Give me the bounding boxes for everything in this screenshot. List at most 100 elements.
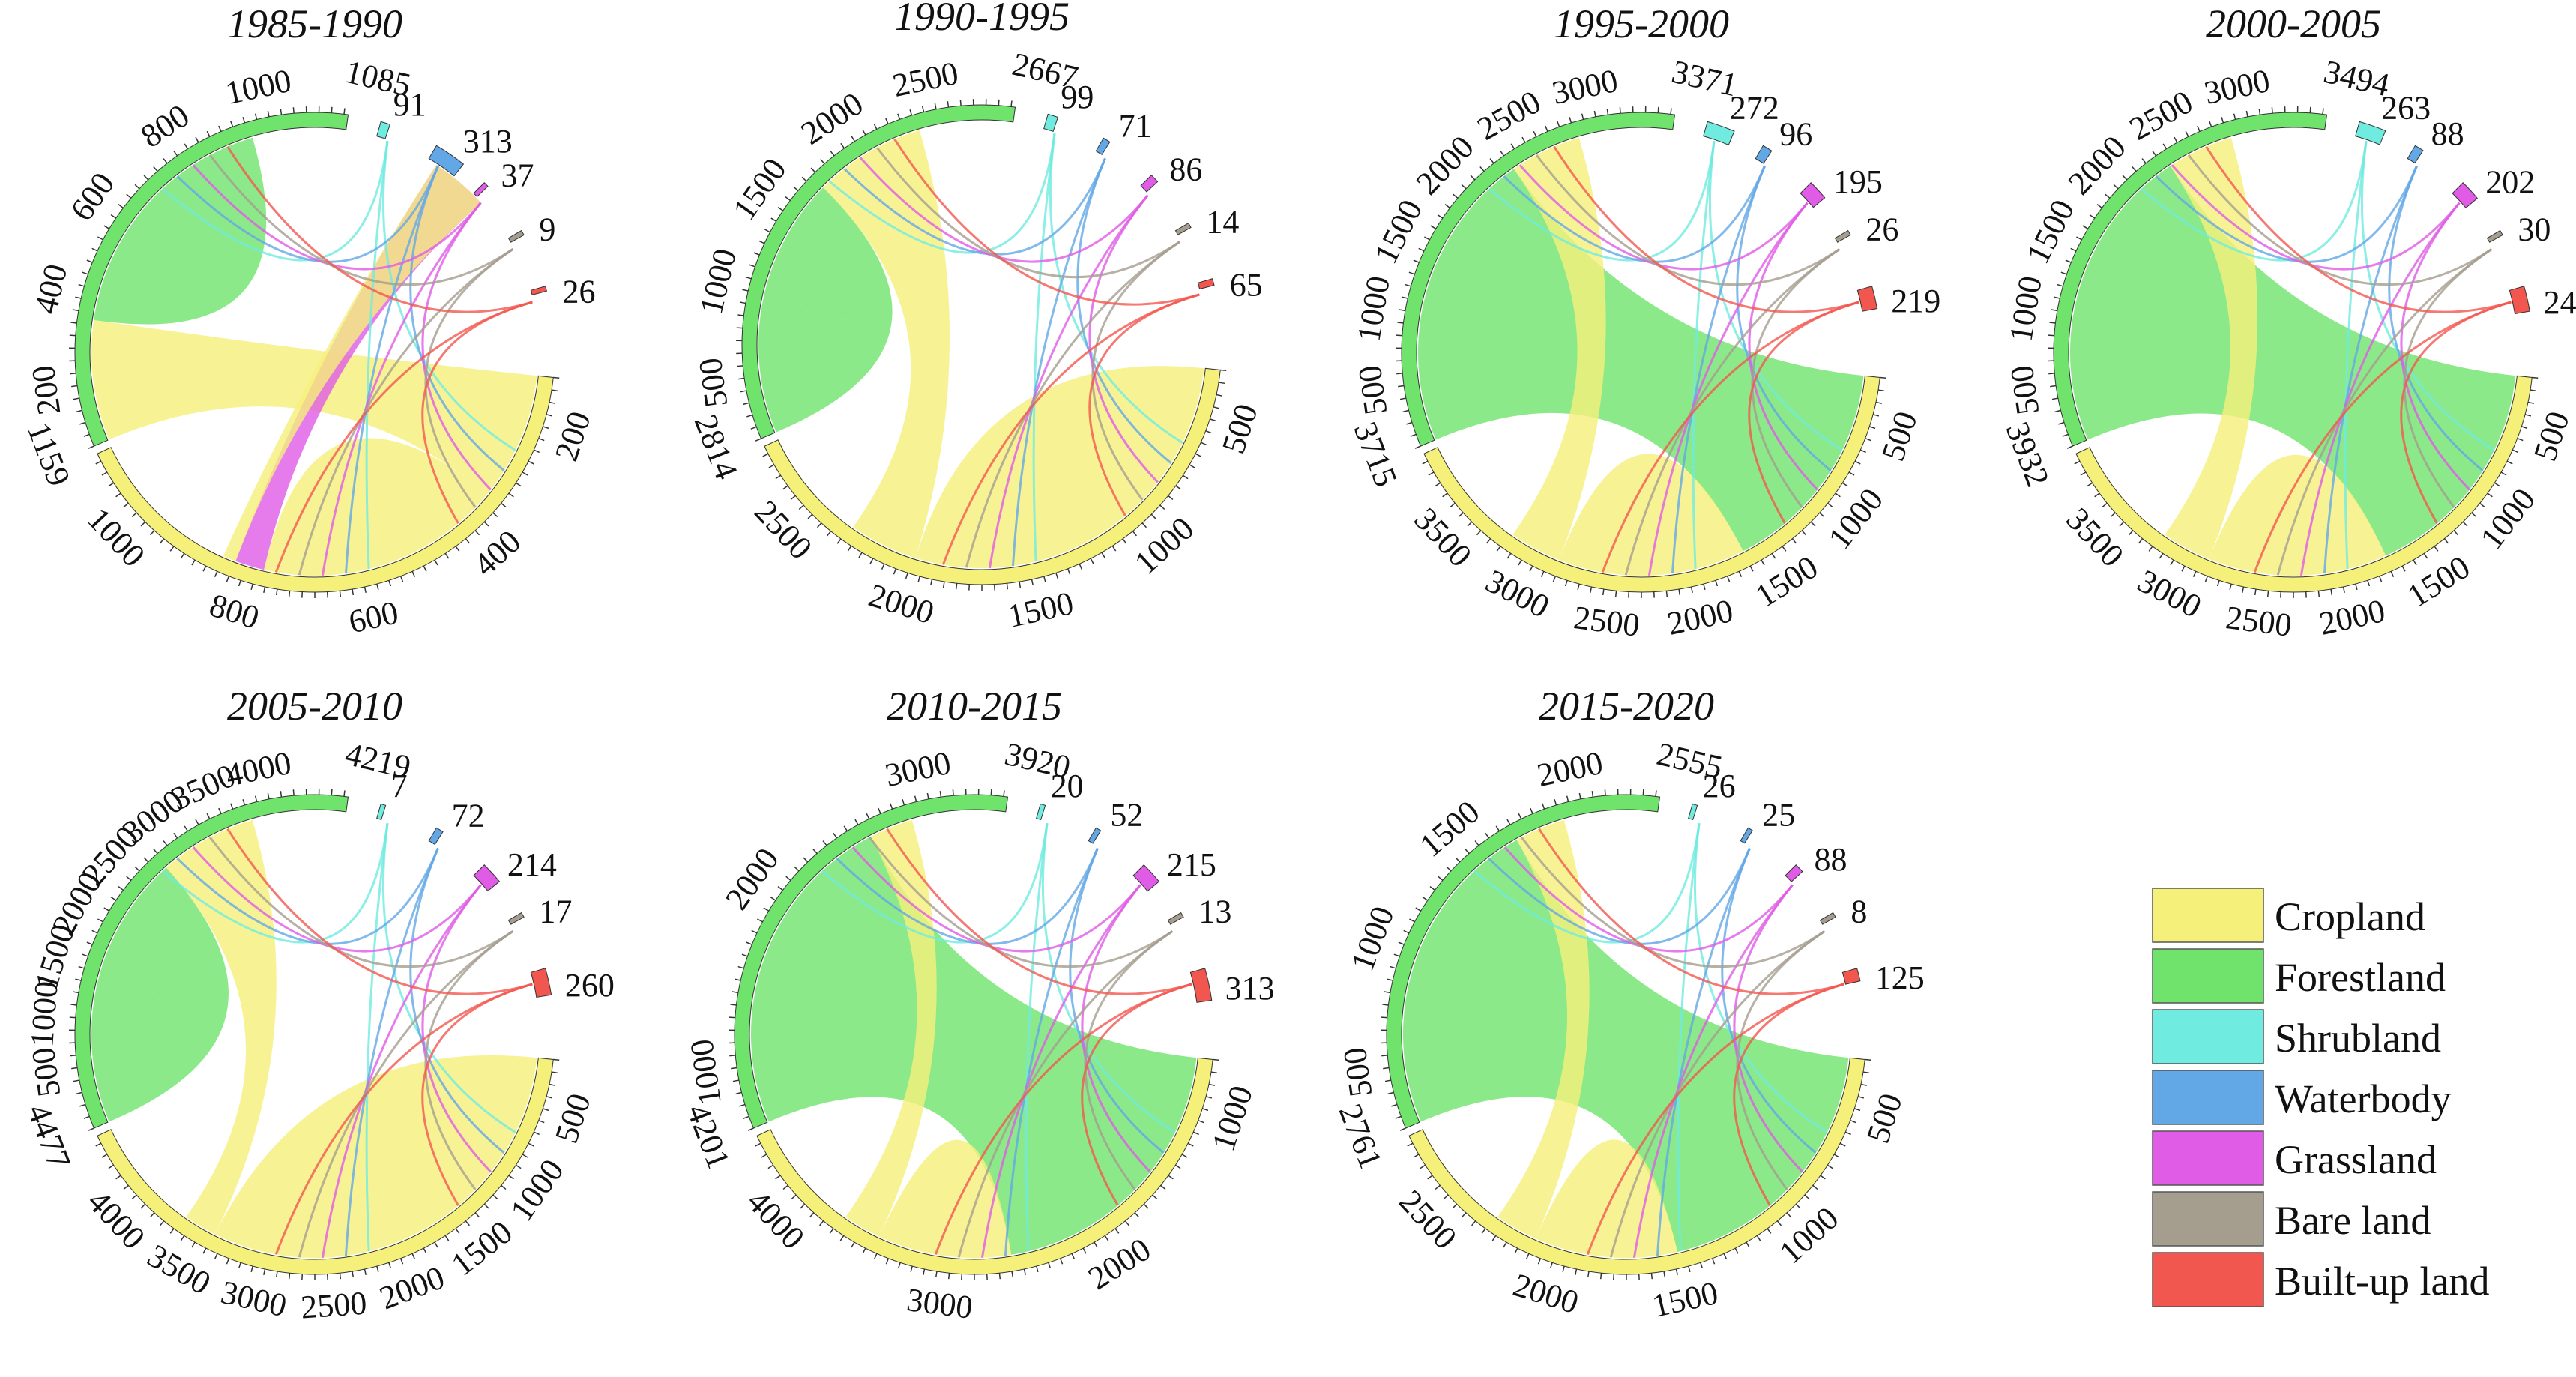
tick-mark xyxy=(732,1079,740,1082)
tick-mark xyxy=(76,409,82,413)
tick-mark xyxy=(1749,565,1754,572)
ribbon xyxy=(91,867,229,1122)
flow-line xyxy=(2323,165,2418,574)
flow-line xyxy=(1694,823,1828,1133)
tick-mark xyxy=(2487,492,2493,498)
tick-mark xyxy=(2128,530,2134,536)
tick-mark xyxy=(2500,471,2507,476)
tick-mark xyxy=(140,1203,146,1209)
tick-mark xyxy=(549,1083,555,1086)
tick-mark xyxy=(103,907,110,912)
panel-title: 1990-1995 xyxy=(894,0,1070,39)
flow-line xyxy=(298,930,514,1258)
forest-tick-label: 1000 xyxy=(23,980,64,1048)
legend-label: Forestland xyxy=(2275,955,2446,1000)
tick-mark xyxy=(1486,538,1491,544)
tick-mark xyxy=(1665,591,1668,597)
tick-mark xyxy=(288,1273,291,1280)
tick-mark xyxy=(1581,113,1584,120)
flow-line xyxy=(1032,133,1056,562)
tick-mark xyxy=(1055,573,1059,579)
panel-title: 2005-2010 xyxy=(227,684,402,729)
tick-mark xyxy=(1819,512,1825,518)
tick-mark xyxy=(352,1271,355,1278)
flow-line xyxy=(836,847,1099,945)
flow-line xyxy=(886,828,1192,995)
forest-tick-label: 500 xyxy=(1336,1045,1380,1099)
tick-mark xyxy=(95,460,102,465)
flow-line xyxy=(1751,248,1841,508)
tick-mark xyxy=(2066,445,2073,449)
tick-mark xyxy=(2479,502,2485,507)
tick-mark xyxy=(160,1220,165,1226)
tick-mark xyxy=(2174,136,2178,143)
ribbons xyxy=(91,137,537,576)
tick-mark xyxy=(1111,545,1117,552)
tick-mark xyxy=(1182,474,1189,480)
tick-mark xyxy=(1187,1142,1194,1147)
tick-mark xyxy=(376,1265,379,1273)
tick-mark xyxy=(1205,1096,1213,1099)
tick-mark xyxy=(522,471,528,476)
tick-mark xyxy=(742,289,749,292)
legend-label: Built-up land xyxy=(2275,1259,2489,1304)
tick-mark xyxy=(1450,502,1456,507)
tick-mark xyxy=(1500,150,1505,157)
flow-line xyxy=(2400,202,2470,491)
tick-mark xyxy=(1537,1258,1542,1265)
tick-mark xyxy=(2197,125,2201,132)
tick-mark xyxy=(118,204,124,209)
tick-mark xyxy=(528,1142,534,1147)
tick-mark xyxy=(2443,538,2449,544)
tick-mark xyxy=(866,813,870,819)
tick-mark xyxy=(990,789,992,795)
tick-mark xyxy=(1848,471,1855,476)
tick-mark xyxy=(1545,125,1548,132)
tick-mark xyxy=(1193,1131,1199,1136)
tick-mark xyxy=(191,1241,196,1248)
tick-mark xyxy=(250,583,253,591)
flow-line xyxy=(868,836,1174,968)
tick-mark xyxy=(1839,1142,1846,1147)
tick-mark xyxy=(1850,1119,1856,1124)
tick-mark xyxy=(750,426,757,430)
tick-mark xyxy=(508,492,514,498)
tick-mark xyxy=(70,322,77,324)
tick-mark xyxy=(998,1273,1001,1280)
tick-mark xyxy=(812,848,818,854)
tick-mark xyxy=(2113,184,2119,190)
tick-mark xyxy=(2462,521,2468,527)
tick-mark xyxy=(739,1103,746,1107)
tick-mark xyxy=(515,482,522,487)
class-total: 96 xyxy=(1779,115,1812,152)
tick-mark xyxy=(115,492,121,498)
tick-mark xyxy=(1420,1164,1426,1169)
tick-mark xyxy=(1801,530,1807,536)
tick-mark xyxy=(926,792,929,800)
tick-mark xyxy=(79,1103,86,1107)
tick-mark xyxy=(1124,1220,1129,1226)
tick-mark xyxy=(1396,373,1403,375)
flow-line xyxy=(1081,884,1151,1173)
crop-tick-label: 500 xyxy=(1874,407,1925,465)
crop-tick-label: 2000 xyxy=(864,576,938,631)
crop-tick-label: 1500 xyxy=(1004,585,1077,635)
ribbons xyxy=(91,819,537,1259)
flow-line xyxy=(934,983,1192,1256)
tick-mark xyxy=(70,1004,77,1006)
tick-mark xyxy=(2058,421,2065,425)
tick-mark xyxy=(758,240,765,244)
tick-mark xyxy=(1554,799,1557,806)
tick-mark xyxy=(873,1253,878,1259)
ticks xyxy=(1381,789,1871,1280)
tick-mark xyxy=(1413,1154,1420,1158)
flow-line xyxy=(1709,141,1843,451)
tick-mark xyxy=(206,130,211,137)
tick-mark xyxy=(551,389,558,392)
tick-mark xyxy=(101,471,108,476)
legend-swatch xyxy=(2152,1130,2264,1186)
tick-mark xyxy=(1865,1058,1871,1061)
tick-mark xyxy=(1446,866,1452,872)
tick-mark xyxy=(75,978,82,981)
flow-line xyxy=(344,847,439,1256)
